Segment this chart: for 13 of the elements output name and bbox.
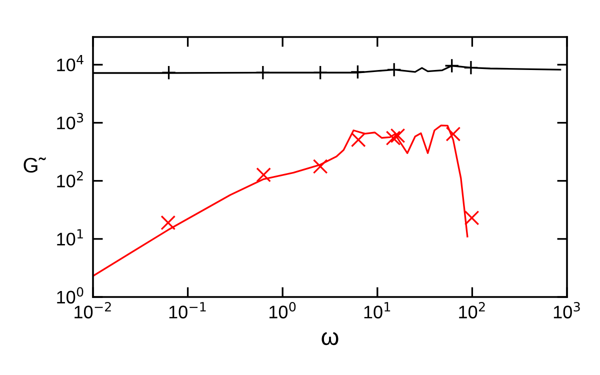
y-tick-label: 10$^{0}$ [57, 287, 84, 304]
x-tick-label: 10$^{2}$ [459, 302, 485, 318]
y-axis-title: G̃ [24, 157, 46, 173]
x-tick-label: 10$^{0}$ [270, 302, 296, 318]
y-tick-label: 10$^{1}$ [57, 229, 83, 246]
x-tick-label: 10$^{3}$ [554, 302, 580, 318]
y-tick-label: 10$^{4}$ [57, 55, 84, 72]
x-tick-label: 10$^{−1}$ [169, 302, 206, 318]
y-tick-label: 10$^{3}$ [57, 112, 84, 130]
x-tick-label: 10$^{−2}$ [74, 302, 111, 318]
y-tick-label: 10$^{2}$ [57, 170, 83, 188]
x-tick-label: 10$^{1}$ [364, 302, 390, 318]
x-axis-title: ω [322, 332, 338, 346]
